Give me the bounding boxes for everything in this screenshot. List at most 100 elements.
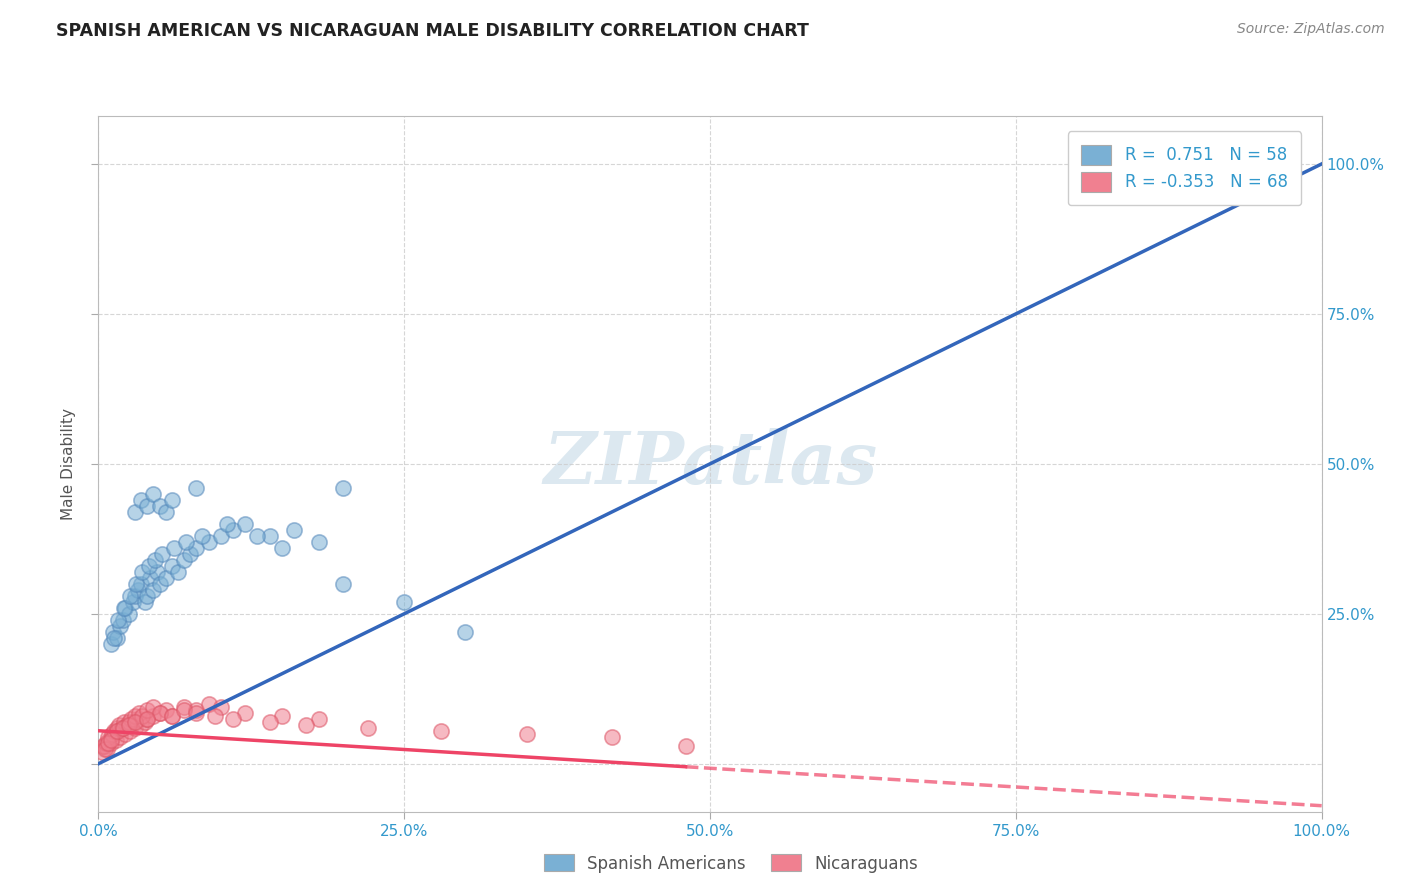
Point bbox=[270, 541, 294, 555]
Point bbox=[233, 706, 256, 720]
Point bbox=[150, 547, 173, 561]
Point bbox=[129, 576, 152, 591]
Point bbox=[160, 492, 183, 507]
Point bbox=[91, 739, 114, 753]
Point bbox=[94, 736, 117, 750]
Point bbox=[283, 523, 305, 537]
Point bbox=[675, 739, 697, 753]
Point bbox=[149, 706, 172, 720]
Point bbox=[173, 703, 195, 717]
Point bbox=[118, 714, 141, 729]
Point bbox=[105, 631, 128, 645]
Point bbox=[111, 613, 134, 627]
Point bbox=[128, 706, 150, 720]
Point bbox=[100, 732, 122, 747]
Point bbox=[101, 727, 124, 741]
Point bbox=[103, 723, 125, 738]
Point bbox=[98, 732, 121, 747]
Point bbox=[131, 565, 153, 579]
Point bbox=[332, 481, 354, 495]
Point bbox=[186, 481, 208, 495]
Point bbox=[115, 717, 138, 731]
Point bbox=[110, 730, 132, 744]
Point bbox=[149, 576, 172, 591]
Point bbox=[516, 727, 538, 741]
Text: SPANISH AMERICAN VS NICARAGUAN MALE DISABILITY CORRELATION CHART: SPANISH AMERICAN VS NICARAGUAN MALE DISA… bbox=[56, 22, 808, 40]
Point bbox=[136, 712, 159, 726]
Point bbox=[91, 745, 114, 759]
Point bbox=[124, 589, 146, 603]
Point bbox=[134, 595, 156, 609]
Point bbox=[222, 523, 245, 537]
Point bbox=[142, 487, 165, 501]
Point bbox=[259, 714, 281, 729]
Point bbox=[270, 708, 294, 723]
Point bbox=[121, 714, 143, 729]
Point bbox=[117, 717, 139, 731]
Point bbox=[124, 721, 146, 735]
Point bbox=[136, 712, 159, 726]
Point bbox=[139, 571, 162, 585]
Point bbox=[101, 727, 124, 741]
Point bbox=[197, 697, 219, 711]
Point bbox=[124, 708, 146, 723]
Point bbox=[120, 712, 142, 726]
Point bbox=[155, 571, 177, 585]
Point bbox=[173, 553, 195, 567]
Point bbox=[204, 708, 226, 723]
Point bbox=[129, 492, 152, 507]
Point bbox=[100, 637, 122, 651]
Point bbox=[233, 516, 256, 531]
Point bbox=[111, 721, 134, 735]
Point bbox=[127, 712, 149, 726]
Point bbox=[600, 730, 623, 744]
Point bbox=[160, 708, 183, 723]
Point bbox=[124, 505, 146, 519]
Point bbox=[191, 529, 214, 543]
Point bbox=[143, 553, 166, 567]
Point bbox=[430, 723, 453, 738]
Legend: R =  0.751   N = 58, R = -0.353   N = 68: R = 0.751 N = 58, R = -0.353 N = 68 bbox=[1069, 131, 1301, 205]
Point bbox=[93, 741, 115, 756]
Point bbox=[160, 708, 183, 723]
Point bbox=[105, 721, 128, 735]
Point bbox=[215, 516, 238, 531]
Point bbox=[118, 607, 141, 621]
Point bbox=[136, 589, 159, 603]
Point bbox=[111, 721, 134, 735]
Point bbox=[114, 600, 136, 615]
Point bbox=[120, 589, 142, 603]
Point bbox=[146, 565, 169, 579]
Point bbox=[186, 706, 208, 720]
Point bbox=[454, 624, 477, 639]
Point bbox=[112, 600, 135, 615]
Point bbox=[308, 712, 330, 726]
Point bbox=[138, 558, 160, 573]
Point bbox=[110, 619, 132, 633]
Point bbox=[1274, 157, 1296, 171]
Point bbox=[160, 558, 183, 573]
Point bbox=[356, 721, 378, 735]
Text: ZIPatlas: ZIPatlas bbox=[543, 428, 877, 500]
Point bbox=[167, 565, 190, 579]
Point bbox=[97, 730, 120, 744]
Point bbox=[186, 703, 208, 717]
Point bbox=[104, 732, 127, 747]
Point bbox=[101, 624, 124, 639]
Point bbox=[97, 736, 120, 750]
Point bbox=[155, 703, 177, 717]
Point bbox=[120, 723, 142, 738]
Point bbox=[308, 534, 330, 549]
Point bbox=[142, 708, 165, 723]
Point bbox=[118, 717, 141, 731]
Point bbox=[173, 699, 195, 714]
Point bbox=[392, 595, 416, 609]
Y-axis label: Male Disability: Male Disability bbox=[60, 408, 76, 520]
Point bbox=[125, 576, 148, 591]
Point bbox=[131, 708, 153, 723]
Point bbox=[142, 582, 165, 597]
Point bbox=[295, 717, 318, 731]
Point bbox=[129, 717, 152, 731]
Point bbox=[103, 631, 125, 645]
Point bbox=[136, 703, 159, 717]
